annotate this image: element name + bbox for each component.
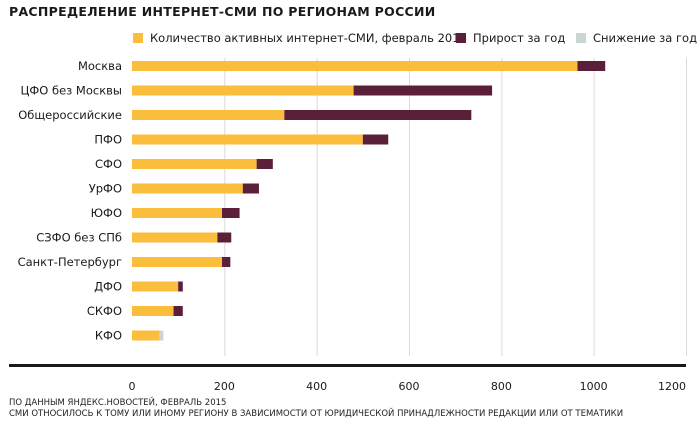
- x-tick-label: 0: [129, 380, 136, 393]
- bar-segment-growth: [173, 306, 183, 316]
- bar-segment-count: [132, 257, 223, 267]
- category-label: УрФО: [89, 182, 122, 196]
- legend-item-growth: Прирост за год: [456, 31, 565, 45]
- category-label: Санкт-Петербург: [18, 255, 122, 269]
- bar-segment-count: [132, 232, 218, 243]
- legend-item-decline: Снижение за год: [576, 31, 697, 45]
- bar-segment-growth: [284, 110, 472, 120]
- x-tick-label: 400: [306, 380, 327, 393]
- bar-segment-growth: [362, 134, 389, 145]
- category-label: СЗФО без СПб: [36, 231, 122, 245]
- x-tick-label: 1000: [580, 380, 608, 393]
- bar-segment-count: [132, 159, 257, 169]
- bar-segment-count: [132, 61, 578, 71]
- category-label: Москва: [78, 59, 122, 73]
- bar-segment-growth: [353, 85, 493, 96]
- bar-segment-count: [132, 110, 285, 120]
- bar-segment-growth: [577, 61, 606, 71]
- category-label: Общероссийские: [18, 108, 122, 122]
- bar-segment-count: [132, 330, 160, 341]
- bar-segment-growth: [256, 159, 273, 169]
- bar-segment-count: [132, 183, 243, 194]
- legend: Количество активных интернет-СМИ, феврал…: [0, 31, 700, 47]
- category-label: СФО: [95, 157, 122, 171]
- bar-segment-count: [132, 134, 363, 145]
- legend-item-count: Количество активных интернет-СМИ, феврал…: [133, 31, 467, 45]
- category-label: ПФО: [94, 133, 122, 147]
- legend-label-growth: Прирост за год: [473, 31, 566, 45]
- x-tick-label: 600: [399, 380, 420, 393]
- bar-segment-count: [132, 281, 179, 292]
- legend-label-count: Количество активных интернет-СМИ, феврал…: [150, 31, 467, 45]
- bar-segment-decline: [159, 330, 164, 341]
- category-label: КФО: [95, 329, 122, 343]
- chart-title: РАСПРЕДЕЛЕНИЕ ИНТЕРНЕТ-СМИ ПО РЕГИОНАМ Р…: [9, 4, 436, 19]
- category-label: СКФО: [87, 304, 122, 318]
- legend-swatch-decline: [576, 33, 586, 43]
- bar-segment-growth: [222, 208, 240, 218]
- x-tick-label: 1200: [658, 380, 686, 393]
- category-label: ЦФО без Москвы: [20, 84, 122, 98]
- x-tick-label: 200: [214, 380, 235, 393]
- footnote-note: СМИ ОТНОСИЛОСЬ К ТОМУ ИЛИ ИНОМУ РЕГИОНУ …: [9, 409, 624, 419]
- legend-label-decline: Снижение за год: [593, 31, 698, 45]
- bar-segment-growth: [222, 257, 231, 267]
- x-tick-label: 800: [491, 380, 512, 393]
- bar-segment-count: [132, 85, 354, 96]
- legend-swatch-count: [133, 33, 143, 43]
- bar-segment-growth: [178, 281, 183, 292]
- footnote-source: ПО ДАННЫМ ЯНДЕКС.НОВОСТЕЙ, ФЕВРАЛЬ 2015: [9, 398, 227, 408]
- bar-segment-growth: [217, 232, 232, 243]
- legend-swatch-growth: [456, 33, 466, 43]
- bar-segment-growth: [242, 183, 259, 194]
- bar-segment-count: [132, 208, 223, 218]
- x-axis-line: [9, 364, 686, 367]
- category-label: ЮФО: [91, 206, 122, 220]
- bar-segment-count: [132, 306, 174, 316]
- category-label: ДФО: [94, 280, 122, 294]
